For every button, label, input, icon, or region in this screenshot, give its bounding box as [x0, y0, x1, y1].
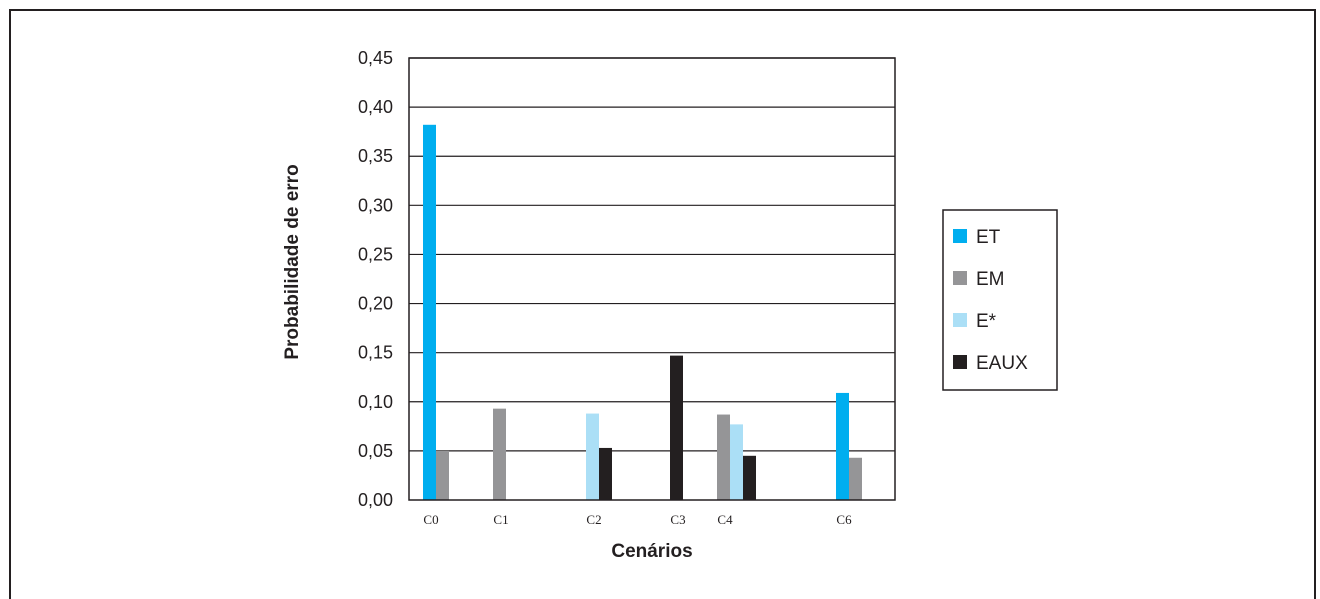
- grid-lines: [409, 57, 895, 452]
- bar-eaux-c3: [670, 355, 683, 500]
- legend-swatch: [953, 355, 967, 369]
- bar-em-c4: [717, 414, 730, 500]
- legend-swatch: [953, 313, 967, 327]
- bar-et-c0: [423, 124, 436, 501]
- y-tick-label: 0,40: [358, 97, 393, 117]
- x-tick-label: C0: [423, 512, 438, 527]
- chart-frame: [9, 9, 1316, 599]
- y-tick-label: 0,45: [358, 48, 393, 68]
- bar-eaux-c4: [743, 455, 756, 500]
- y-tick-label: 0,20: [358, 294, 393, 314]
- bar-em-c1: [493, 408, 506, 500]
- legend: ET EM E* EAUX: [942, 209, 1058, 391]
- x-tick-label: C3: [670, 512, 685, 527]
- y-tick-label: 0,10: [358, 392, 393, 412]
- legend-swatch: [953, 271, 967, 285]
- legend-label: EAUX: [976, 353, 1028, 374]
- y-tick-label: 0,30: [358, 195, 393, 215]
- x-tick-label: C4: [717, 512, 733, 527]
- y-tick-label: 0,05: [358, 441, 393, 461]
- bar-estar-c2: [586, 413, 599, 500]
- y-tick-label: 0,15: [358, 343, 393, 363]
- bar-estar-c4: [730, 424, 743, 500]
- bar-eaux-c2: [599, 447, 612, 500]
- x-axis-title: Cenários: [611, 541, 692, 562]
- y-tick-label: 0,35: [358, 146, 393, 166]
- y-tick-label: 0,00: [358, 490, 393, 510]
- bar-em-c6: [849, 457, 862, 500]
- legend-label: EM: [976, 269, 1005, 290]
- bars: [423, 124, 862, 501]
- plot-area-border: [408, 57, 896, 501]
- y-tick-label: 0,25: [358, 244, 393, 264]
- legend-label: ET: [976, 227, 1001, 248]
- legend-label: E*: [976, 311, 997, 332]
- y-axis-title: Probabilidade de erro: [282, 164, 303, 359]
- x-category-labels: C0 C1 C2 C3 C4 C6: [423, 512, 852, 527]
- legend-swatch: [953, 229, 967, 243]
- bar-et-c6: [836, 392, 849, 500]
- x-tick-label: C2: [586, 512, 601, 527]
- x-tick-label: C1: [493, 512, 508, 527]
- y-tick-labels: 0,00 0,05 0,10 0,15 0,20 0,25 0,30 0,35 0,40 0,45: [358, 48, 393, 510]
- x-tick-label: C6: [836, 512, 852, 527]
- bar-em-c0: [436, 450, 449, 500]
